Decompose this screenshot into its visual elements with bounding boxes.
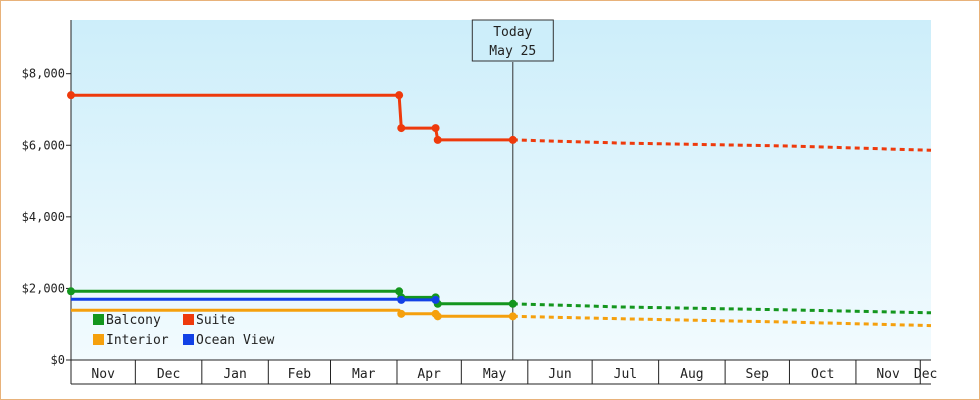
x-tick-label: Nov bbox=[91, 367, 115, 382]
data-point-ocean-view bbox=[397, 295, 406, 304]
x-tick-label: May bbox=[483, 367, 507, 382]
x-tick-label: Jan bbox=[223, 367, 246, 382]
x-tick-label: Sep bbox=[746, 367, 770, 382]
series-line-suite bbox=[71, 93, 513, 142]
legend-swatch bbox=[93, 334, 104, 345]
legend-label: Interior bbox=[106, 333, 169, 348]
data-point-balcony bbox=[395, 287, 404, 296]
data-point-suite bbox=[397, 124, 406, 133]
data-point-ocean-view bbox=[431, 295, 440, 304]
x-axis: Nov Dec Jan Feb Mar Apr May Jun Jul Aug Sep Oct Nov D… bbox=[71, 359, 937, 385]
series-line-ocean-view bbox=[71, 297, 436, 302]
data-point-suite bbox=[395, 91, 404, 100]
y-tick-label: $0 bbox=[51, 353, 65, 367]
data-point-suite bbox=[433, 135, 442, 144]
x-tick-label: Dec bbox=[157, 367, 180, 382]
y-tick-label: $2,000 bbox=[22, 281, 65, 295]
series-line-balcony bbox=[71, 289, 513, 306]
today-box bbox=[471, 19, 554, 62]
legend-label: Ocean View bbox=[196, 333, 274, 348]
series-line-interior bbox=[71, 308, 513, 318]
forecast-line-suite bbox=[512, 138, 932, 152]
legend-label: Suite bbox=[196, 313, 235, 328]
x-tick-label: Oct bbox=[811, 367, 834, 382]
data-point-suite bbox=[508, 135, 517, 144]
x-tick-label: Dec bbox=[914, 367, 937, 382]
series-layer bbox=[67, 91, 932, 328]
x-tick-label: Aug bbox=[680, 367, 703, 382]
x-tick-label: Jun bbox=[548, 367, 571, 382]
data-point-balcony bbox=[67, 287, 75, 296]
x-tick-label: Nov bbox=[876, 367, 900, 382]
legend-swatch bbox=[93, 314, 104, 325]
y-tick-label: $4,000 bbox=[22, 210, 65, 224]
data-point-balcony bbox=[508, 299, 517, 308]
data-point-suite bbox=[431, 124, 440, 133]
today-label-line1: Today bbox=[493, 25, 532, 40]
x-tick-label: Mar bbox=[352, 367, 376, 382]
data-point-interior bbox=[433, 312, 442, 321]
today-label-line2: May 25 bbox=[489, 44, 536, 59]
x-tick-label: Apr bbox=[417, 367, 441, 382]
legend-swatch bbox=[183, 314, 194, 325]
x-tick-label: Jul bbox=[614, 367, 637, 382]
y-tick-label: $6,000 bbox=[22, 138, 65, 152]
y-axis: $0 $2,000 $4,000 $6,000 $8,000 bbox=[22, 20, 72, 384]
data-point-suite bbox=[67, 91, 75, 100]
legend-label: Balcony bbox=[106, 313, 161, 328]
legend-swatch bbox=[183, 334, 194, 345]
data-point-interior bbox=[397, 309, 406, 318]
forecast-line-balcony bbox=[512, 302, 932, 315]
x-tick-label: Feb bbox=[288, 367, 312, 382]
y-tick-label: $8,000 bbox=[22, 67, 65, 81]
forecast-line-interior bbox=[512, 314, 932, 328]
today-marker: Today May 25 bbox=[471, 19, 554, 360]
data-point-interior bbox=[508, 312, 517, 321]
legend: Balcony Suite Interior Ocean View bbox=[93, 313, 274, 348]
